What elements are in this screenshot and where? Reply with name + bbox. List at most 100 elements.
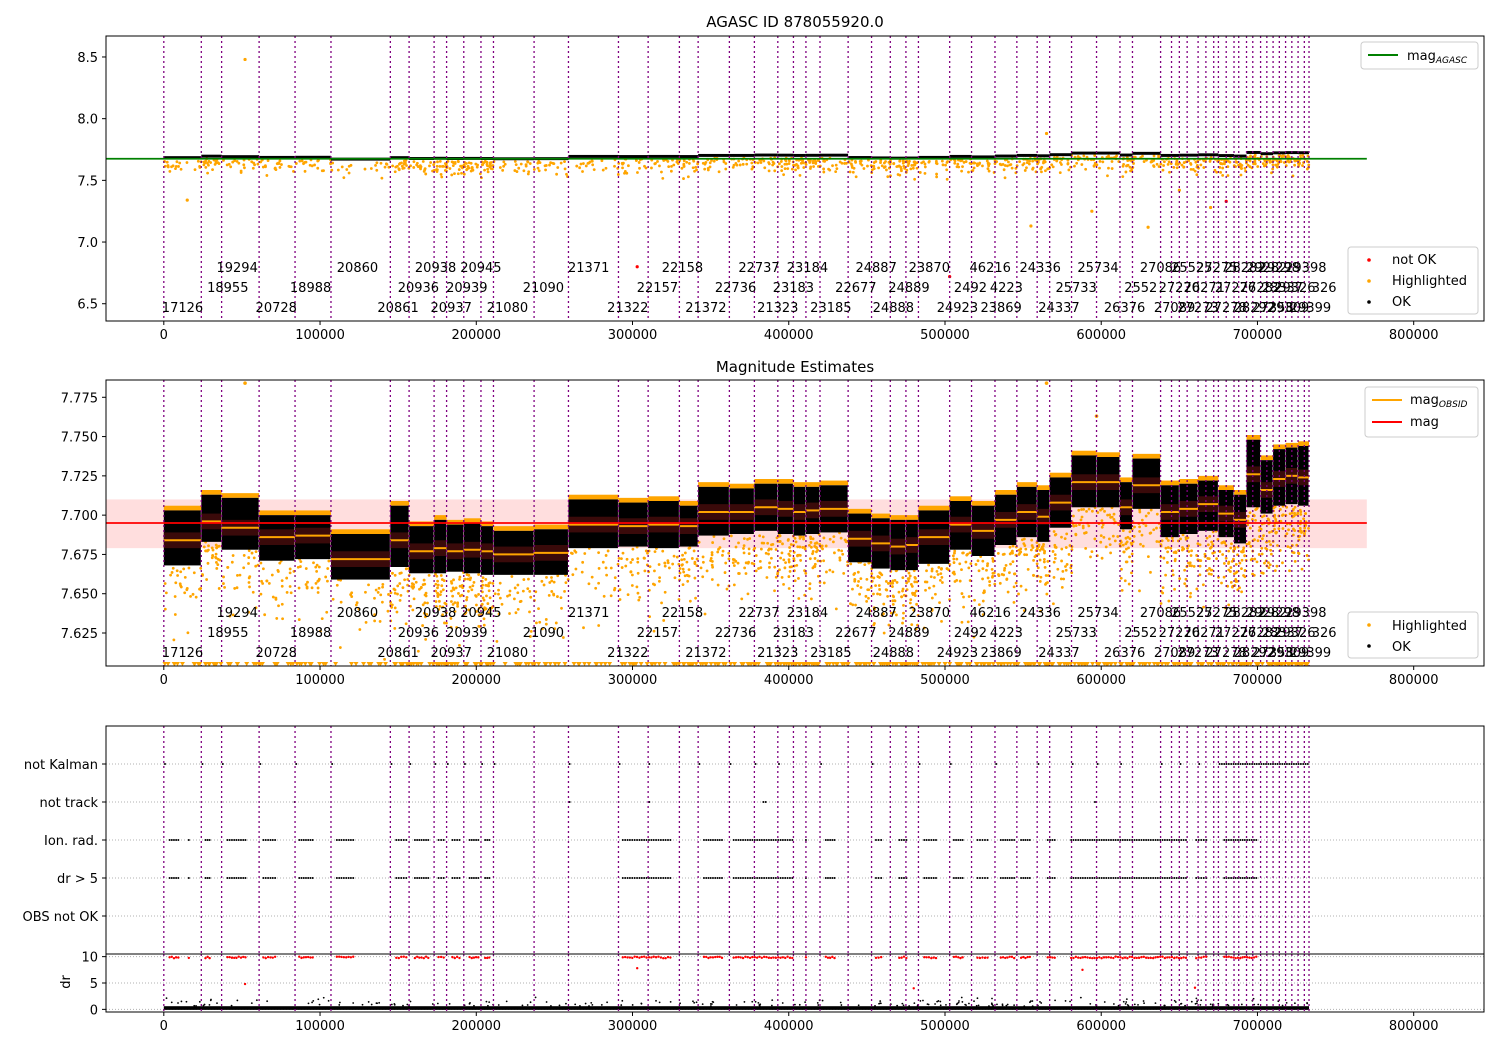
panel2-obsid-label-3: 20728 [256, 646, 297, 661]
ok-points-block-37 [1096, 151, 1120, 155]
panel2-obsid-label-0: 17126 [162, 646, 203, 661]
dr-ok-point [584, 1002, 587, 1005]
panel1-obsid-label-28: 24889 [888, 281, 929, 296]
highlighted-point [801, 159, 805, 162]
highlighted-point [202, 160, 206, 164]
highlighted-point [1146, 225, 1150, 229]
highlighted-fringe [1037, 485, 1050, 490]
flag-point [405, 839, 408, 841]
flag-point [1163, 839, 1166, 841]
highlighted-point [592, 168, 596, 172]
panel1-obsid-label-6: 20861 [377, 301, 418, 316]
highlighted-point [1080, 515, 1084, 519]
highlighted-point [940, 575, 944, 579]
highlighted-clipped-marker [871, 662, 877, 666]
dr-ok-point [879, 1002, 882, 1005]
highlighted-point [171, 164, 175, 168]
highlighted-point [988, 580, 992, 583]
highlighted-point [601, 168, 605, 172]
highlighted-clipped-marker [954, 662, 960, 666]
highlighted-point [445, 621, 448, 625]
dr-red-point [824, 955, 827, 958]
highlighted-point [940, 159, 944, 163]
highlighted-fringe [201, 490, 222, 495]
highlighted-point [682, 165, 686, 168]
highlighted-point [681, 583, 685, 587]
highlighted-point [500, 602, 504, 606]
highlighted-clipped-marker [1026, 662, 1032, 666]
highlighted-point [637, 161, 641, 164]
highlighted-point [1240, 590, 1243, 594]
highlighted-point [1124, 547, 1128, 551]
flag-point [1200, 839, 1203, 841]
flag-point [983, 839, 986, 841]
highlighted-point [1155, 540, 1159, 543]
highlighted-point [693, 576, 697, 580]
highlighted-point [462, 163, 466, 167]
highlighted-point [991, 571, 995, 575]
highlighted-point [1069, 566, 1073, 570]
highlighted-point [742, 537, 746, 540]
highlighted-point [418, 164, 422, 168]
highlighted-clipped-marker [905, 662, 911, 666]
highlighted-fringe [534, 524, 569, 530]
highlighted-point [556, 166, 560, 169]
highlighted-point [1050, 163, 1054, 167]
highlighted-point [1067, 168, 1071, 172]
highlighted-point [397, 167, 401, 171]
flag-point [760, 839, 763, 841]
flag-point [451, 877, 454, 879]
flag-point [1138, 877, 1141, 879]
highlighted-clipped-marker [288, 662, 294, 666]
highlighted-fringe [1096, 452, 1120, 457]
highlighted-point [1243, 575, 1247, 579]
highlighted-point [1173, 557, 1177, 561]
dr-red-point [657, 955, 660, 958]
highlighted-clipped-marker [448, 662, 454, 666]
flag-point [311, 839, 314, 841]
panel1-obsid-label-21: 21323 [757, 301, 798, 316]
highlighted-point [924, 588, 927, 592]
highlighted-point [404, 567, 408, 571]
highlighted-point [788, 549, 792, 553]
highlighted-fringe [1260, 455, 1274, 461]
flag-point [1251, 763, 1254, 765]
flag-point [1138, 839, 1141, 841]
highlighted-point [434, 572, 437, 576]
highlighted-point [902, 603, 905, 607]
highlighted-point [723, 571, 727, 574]
highlighted-point [813, 565, 817, 569]
highlighted-clipped-marker [1022, 662, 1028, 666]
highlighted-point [1199, 559, 1203, 563]
flag-point [1013, 839, 1016, 841]
highlighted-point [629, 561, 633, 564]
panel2-xtick-label-5: 500000 [920, 673, 970, 688]
highlighted-point [1231, 585, 1234, 589]
flag-point [309, 877, 312, 879]
highlighted-point [967, 595, 971, 598]
dr-red-point [718, 955, 721, 959]
flag-point [716, 877, 719, 879]
flag-point [1152, 839, 1155, 841]
highlighted-point [1031, 546, 1035, 549]
highlighted-point [660, 601, 663, 605]
dr-red-point [342, 956, 346, 959]
highlighted-point [712, 159, 716, 163]
flag-point [1020, 839, 1023, 841]
highlighted-point [754, 554, 758, 557]
highlighted-point [237, 161, 241, 165]
panel1-ytick-label-0: 6.5 [77, 298, 98, 313]
highlighted-point [1063, 537, 1067, 541]
dr-ok-point [794, 1003, 796, 1006]
highlighted-point [406, 578, 410, 581]
highlighted-point [694, 596, 697, 600]
dr-red-point [168, 956, 171, 959]
highlighted-point [833, 551, 836, 555]
highlighted-point [1181, 533, 1185, 537]
panel1-obsid-label-40: 2552 [1124, 281, 1157, 296]
highlighted-point [481, 576, 485, 579]
dr-ok-point [170, 1001, 173, 1004]
highlighted-point [179, 585, 183, 589]
flag-point [1051, 839, 1054, 841]
flag-point [1253, 763, 1256, 765]
